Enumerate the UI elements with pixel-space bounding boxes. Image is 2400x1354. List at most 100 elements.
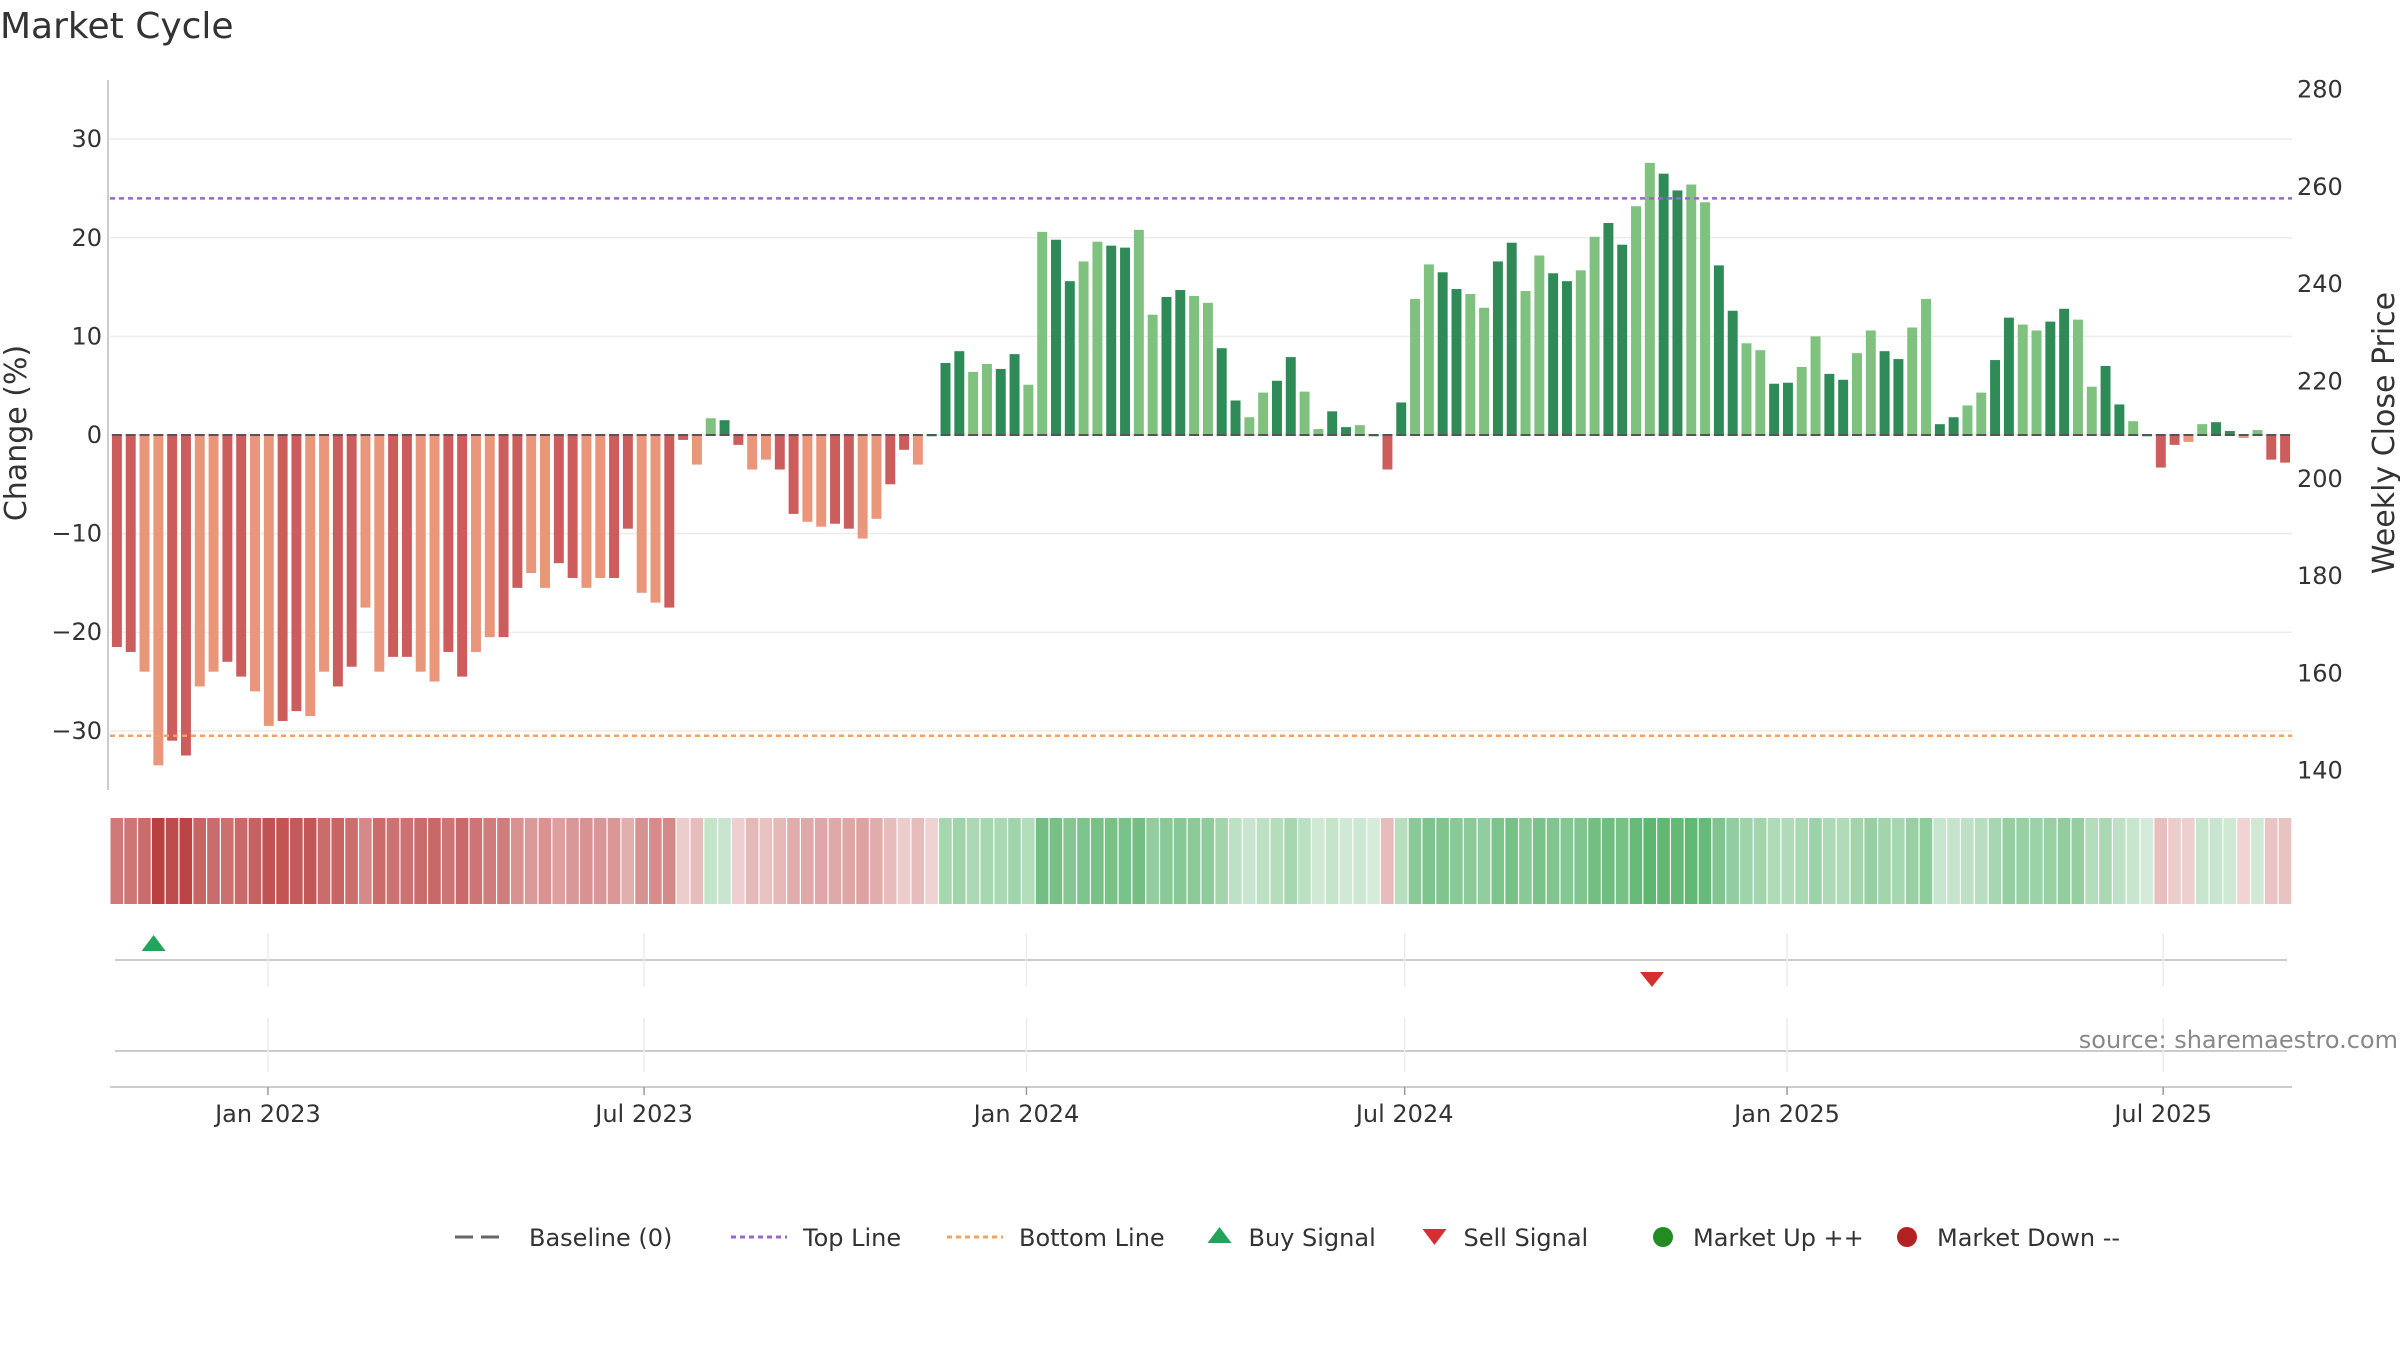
heat-cell [207,818,220,904]
bar [705,418,716,435]
bar [1934,424,1945,435]
heat-cell [1021,818,1035,904]
heat-cell [1146,818,1159,904]
bar [2045,321,2056,435]
bar [2238,435,2249,438]
bar [1589,236,1600,435]
heat-cell [980,818,994,904]
bar [1617,244,1628,435]
heat-cell [1201,818,1215,904]
heat-cell [1657,818,1670,904]
heat-cell [1726,818,1739,904]
bar [1437,272,1448,435]
bar [1769,383,1780,435]
bar [1976,392,1987,435]
heat-cell [1035,818,1049,904]
y-axis-right: 280 260 240 220 200 180 160 140 [2297,76,2343,785]
heat-cell [1242,818,1256,904]
x-tick-label: Jan 2023 [213,1100,321,1128]
legend-label: Top Line [802,1224,901,1252]
heat-cell [1284,818,1297,904]
y2-tick-label: 140 [2297,757,2343,785]
heat-cell [1436,818,1449,904]
bar [1686,184,1697,435]
y2-tick-label: 220 [2297,368,2343,396]
heat-cell [814,818,828,904]
heat-cell [1836,818,1850,904]
heat-cell [690,818,704,904]
heat-cell [317,818,331,904]
bar [1631,206,1641,435]
heat-cell [455,818,469,904]
x-tick-label: Jan 2025 [1732,1100,1840,1128]
heat-cell [1215,818,1228,904]
bar [995,368,1006,435]
bar [1133,229,1144,435]
heat-cell [1601,818,1615,904]
heat-cell [1864,818,1877,904]
heat-cell [566,818,579,904]
x-tick-label: Jul 2024 [1354,1100,1454,1128]
heat-cell [966,818,980,904]
heat-cell [1132,818,1146,904]
heat-cell [1795,818,1808,904]
bar [277,435,288,721]
heat-cell [731,818,745,904]
heat-cell [1684,818,1698,904]
bar [802,435,813,522]
heat-cell [1422,818,1436,904]
heat-cell [1574,818,1587,904]
bar [1451,289,1462,435]
bar [1078,261,1089,435]
legend: Baseline (0) Top Line Bottom Line Buy Signa… [455,1224,2120,1252]
heat-cell [1712,818,1726,904]
heat-cell [1933,818,1947,904]
bar [1465,293,1476,435]
heat-cell [1698,818,1712,904]
heat-cell [939,818,952,904]
heat-cell [1104,818,1118,904]
bar [1313,429,1324,435]
heat-cell [1753,818,1767,904]
heat-cell [2209,818,2223,904]
bar [843,435,854,529]
heat-cell [2140,818,2154,904]
heat-cell [552,818,566,904]
bar [1354,425,1365,435]
heat-cell [2168,818,2181,904]
heat-cell [2223,818,2237,904]
heat-cell [1229,818,1242,904]
bar [180,435,191,756]
bar [1824,373,1835,435]
heat-cell [856,818,869,904]
heat-cell [138,818,151,904]
heat-cell [110,818,124,904]
y-tick-label: −10 [51,520,102,548]
bar [1051,239,1061,435]
heat-cell [2237,818,2250,904]
bar [553,435,564,564]
heat-cell [1740,818,1753,904]
y2-tick-label: 200 [2297,465,2343,493]
y-tick-label: −30 [51,717,102,745]
heat-cell [276,818,289,904]
bar [1755,350,1766,435]
bar [1396,402,1407,435]
bar [2197,424,2208,435]
bar [1782,382,1793,435]
circle-icon [1897,1227,1917,1247]
bar [1921,298,1932,435]
bar [1713,265,1724,435]
heat-cell [345,818,358,904]
bar [388,435,399,657]
bar [857,435,868,539]
heat-cell [1008,818,1021,904]
heat-cell [262,818,276,904]
bar [1672,190,1683,435]
heat-cell [870,818,883,904]
bar [1382,435,1393,470]
legend-label: Bottom Line [1019,1224,1165,1252]
x-axis: Jan 2023 Jul 2023 Jan 2024 Jul 2024 Jan 2025… [110,1086,2292,1128]
heat-cell [745,818,759,904]
